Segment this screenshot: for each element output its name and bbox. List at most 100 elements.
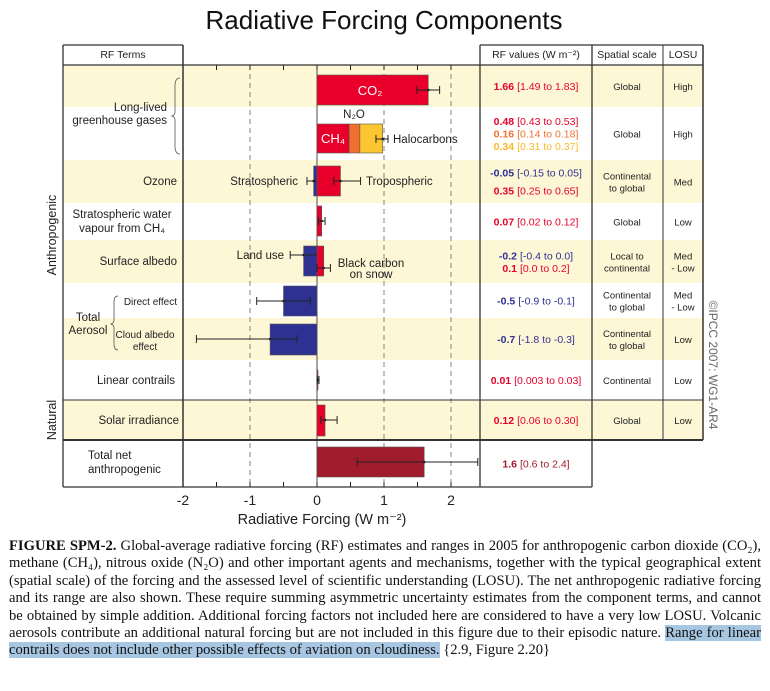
spatial-scale-cell: Local to bbox=[610, 252, 643, 263]
group-anthropogenic: Anthropogenic bbox=[45, 195, 59, 276]
land-use-label: Land use bbox=[237, 250, 284, 262]
term-strat-water: Stratospheric water bbox=[72, 209, 171, 221]
error-bar-center bbox=[426, 88, 430, 92]
term-cloud-albedo: effect bbox=[133, 342, 157, 353]
rf-value-best: 0.16 bbox=[494, 129, 515, 141]
row-shading bbox=[63, 160, 703, 203]
bar-n2o bbox=[348, 123, 361, 154]
rf-value-range: [-0.4 to 0.0] bbox=[520, 250, 573, 262]
figure-caption: FIGURE SPM-2. Global-average radiative f… bbox=[9, 538, 761, 660]
rf-value-best: 0.48 bbox=[494, 116, 515, 128]
rf-value: -0.7 [-1.8 to -0.3] bbox=[497, 334, 575, 346]
error-bar-center bbox=[316, 378, 319, 382]
losu-cell: High bbox=[673, 130, 693, 141]
spatial-scale-cell: Global bbox=[613, 218, 640, 229]
rf-value-range: [0.02 to 0.12] bbox=[517, 217, 578, 229]
error-bar-center bbox=[422, 460, 426, 464]
rf-value-range: [1.49 to 1.83] bbox=[517, 81, 578, 93]
copyright: ©IPCC 2007: WG1-AR4 bbox=[706, 301, 720, 430]
rf-value-best: -0.05 bbox=[490, 168, 514, 180]
rf-value: 0.01 [0.003 to 0.03] bbox=[491, 375, 582, 387]
spatial-scale-cell: to global bbox=[609, 303, 645, 314]
halocarbons-label: Halocarbons bbox=[393, 134, 458, 146]
rf-value: 0.35 [0.25 to 0.65] bbox=[494, 186, 579, 198]
rf-value-range: [-0.9 to -0.1] bbox=[518, 296, 575, 308]
radiative-forcing-chart: Radiative Forcing Components -2 -1 0 1 2 Radi… bbox=[45, 5, 720, 528]
rf-value-best: 0.1 bbox=[502, 263, 517, 275]
losu-cell: Med bbox=[674, 252, 692, 263]
black-carbon-label: Black carbon bbox=[338, 258, 404, 270]
rf-value-range: [0.14 to 0.18] bbox=[517, 129, 578, 141]
spatial-scale-cell: Continental bbox=[603, 291, 651, 302]
caption-label: FIGURE SPM-2. bbox=[9, 538, 117, 554]
rf-value-best: 0.12 bbox=[494, 415, 515, 427]
error-bar-center bbox=[282, 299, 285, 303]
row-shading bbox=[63, 318, 703, 360]
error-bar-center bbox=[323, 418, 327, 422]
rf-value-best: 1.6 bbox=[502, 459, 517, 471]
spatial-scale-cell: Global bbox=[613, 130, 640, 141]
co2-label: CO₂ bbox=[358, 83, 383, 98]
term-ozone: Ozone bbox=[143, 176, 177, 188]
rf-value-range: [0.6 to 2.4] bbox=[520, 459, 570, 471]
rf-value-best: 0.34 bbox=[494, 141, 515, 153]
rf-value-range: [0.0 to 0.2] bbox=[520, 263, 570, 275]
spatial-scale-cell: to global bbox=[609, 184, 645, 195]
x-tick-label: -1 bbox=[244, 492, 257, 508]
losu-cell: - Low bbox=[671, 264, 694, 275]
rf-value: 0.1 [0.0 to 0.2] bbox=[502, 263, 569, 275]
x-tick-label: -2 bbox=[177, 492, 190, 508]
losu-cell: Med bbox=[674, 178, 692, 189]
bar-black-carbon-on-snow bbox=[316, 245, 324, 277]
header-spatial-scale: Spatial scale bbox=[597, 49, 657, 61]
error-bar-center bbox=[312, 179, 315, 183]
spatial-scale-cell: Global bbox=[613, 416, 640, 427]
rf-value: 1.66 [1.49 to 1.83] bbox=[494, 81, 579, 93]
rf-value-best: -0.5 bbox=[497, 296, 515, 308]
error-bar-center bbox=[302, 253, 305, 257]
caption-reference: {2.9, Figure 2.20} bbox=[439, 642, 551, 659]
rf-value-best: 0.35 bbox=[494, 186, 515, 198]
spatial-scale-cell: Continental bbox=[603, 329, 651, 340]
n2o-label: N₂O bbox=[343, 109, 365, 121]
losu-cell: Low bbox=[674, 335, 692, 346]
spatial-scale-cell: Global bbox=[613, 82, 640, 93]
header-losu: LOSU bbox=[669, 49, 698, 61]
term-total-net: Total net bbox=[88, 450, 132, 462]
spatial-scale-cell: Continental bbox=[603, 376, 651, 387]
rf-value-range: [-1.8 to -0.3] bbox=[518, 334, 575, 346]
rf-value: 0.48 [0.43 to 0.53] bbox=[494, 116, 579, 128]
term-llghg: Long-lived bbox=[114, 102, 167, 114]
term-total-net: anthropogenic bbox=[88, 464, 161, 476]
rf-value: -0.5 [-0.9 to -0.1] bbox=[497, 296, 575, 308]
term-strat-water: vapour from CH₄ bbox=[79, 223, 165, 235]
row-shading bbox=[63, 400, 703, 440]
losu-cell: Low bbox=[674, 218, 692, 229]
term-surface-albedo: Surface albedo bbox=[100, 256, 177, 268]
rf-value: 0.34 [0.31 to 0.37] bbox=[494, 141, 579, 153]
losu-cell: Low bbox=[674, 376, 692, 387]
term-total-aerosol: Aerosol bbox=[69, 325, 108, 337]
spatial-scale-cell: continental bbox=[604, 264, 650, 275]
term-cloud-albedo: Cloud albedo bbox=[116, 330, 175, 341]
group-natural: Natural bbox=[45, 400, 59, 440]
brace-icon bbox=[109, 295, 119, 351]
rf-value: 0.16 [0.14 to 0.18] bbox=[494, 129, 579, 141]
rf-value: 1.6 [0.6 to 2.4] bbox=[502, 459, 569, 471]
x-tick-label: 1 bbox=[380, 492, 388, 508]
header-rf-terms: RF Terms bbox=[100, 49, 145, 61]
bar-co2 bbox=[316, 74, 429, 106]
tropospheric-label: Tropospheric bbox=[366, 176, 433, 188]
rf-value: 0.07 [0.02 to 0.12] bbox=[494, 217, 579, 229]
rf-value-range: [0.06 to 0.30] bbox=[517, 415, 578, 427]
rf-value-range: [0.003 to 0.03] bbox=[514, 375, 581, 387]
term-linear-contrails: Linear contrails bbox=[97, 375, 175, 387]
error-bar-center bbox=[339, 179, 342, 183]
spatial-scale-cell: Continental bbox=[603, 172, 651, 183]
term-direct-effect: Direct effect bbox=[124, 297, 177, 308]
losu-cell: High bbox=[673, 82, 693, 93]
rf-value: 0.12 [0.06 to 0.30] bbox=[494, 415, 579, 427]
stratospheric-label: Stratospheric bbox=[230, 176, 298, 188]
x-tick-label: 0 bbox=[313, 492, 321, 508]
rf-value-best: 1.66 bbox=[494, 81, 515, 93]
